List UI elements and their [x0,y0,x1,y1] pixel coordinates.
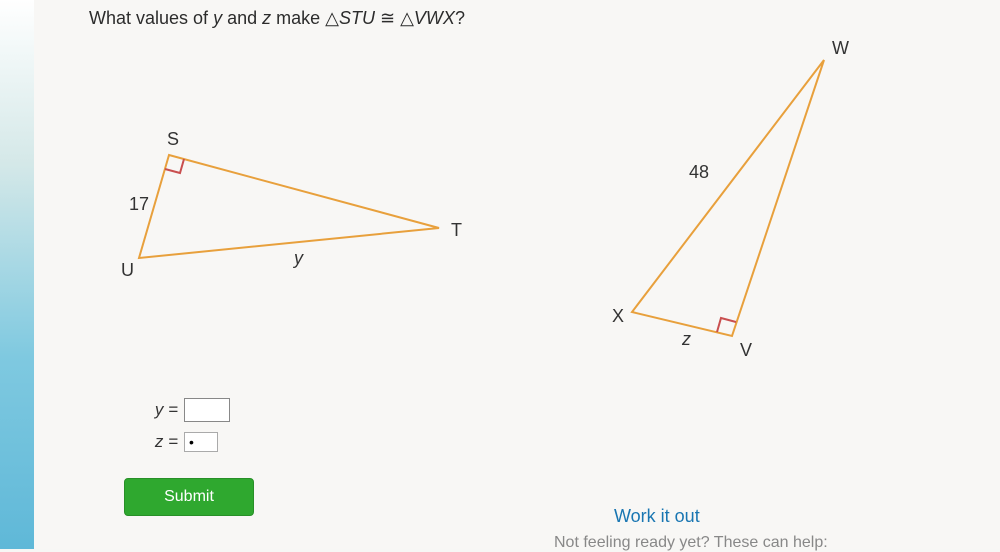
z-equals-label: z = [142,432,178,452]
vertex-w-label: W [832,38,849,58]
side-wx-label: 48 [689,162,709,182]
z-input[interactable] [184,432,218,452]
y-input[interactable] [184,398,230,422]
vertex-t-label: T [451,220,462,240]
triangle-stu: S U T 17 y [121,129,462,280]
submit-button[interactable]: Submit [124,478,254,516]
vertex-u-label: U [121,260,134,280]
vertex-x-label: X [612,306,624,326]
submit-label: Submit [164,488,214,506]
tri-vwx-outline [632,60,824,336]
side-xv-label: z [681,329,691,349]
answer-row-y: y = [142,398,230,422]
vertex-s-label: S [167,129,179,149]
tri-stu-outline [139,155,439,258]
footer-hint: Not feeling ready yet? These can help: [554,534,828,552]
answer-row-z: z = [142,432,230,452]
work-it-out-text: Work it out [614,506,700,526]
triangle-vwx: W X V 48 z [612,38,849,360]
triangles-diagram: S U T 17 y W X V 48 z [34,0,1000,549]
side-su-label: 17 [129,194,149,214]
side-ut-label: y [292,248,304,268]
left-gradient-bar [0,0,34,549]
work-it-out-link[interactable]: Work it out [614,506,700,527]
content-area: What values of y and z make △STU ≅ △VWX?… [34,0,1000,549]
vertex-v-label: V [740,340,752,360]
y-equals-label: y = [142,400,178,420]
answer-block: y = z = [142,398,230,462]
